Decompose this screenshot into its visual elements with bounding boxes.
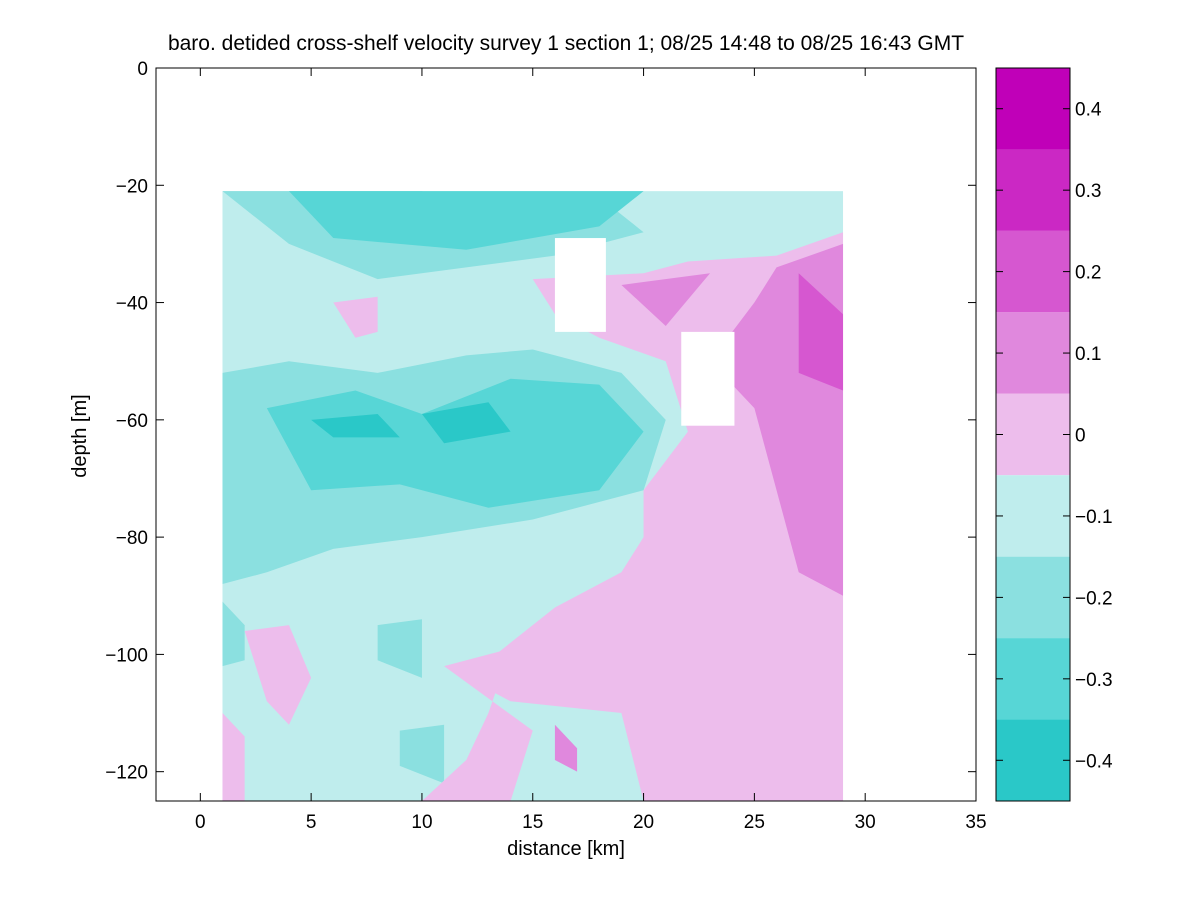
y-tick-label: −60 [116, 411, 148, 432]
masked-regions [554, 238, 735, 426]
colorbar-band [996, 393, 1070, 476]
contour-region-17 [798, 273, 844, 391]
x-tick-label: 35 [965, 812, 986, 833]
contour-region-5 [421, 402, 511, 444]
colorbar-tick-label: 0.3 [1075, 181, 1101, 202]
y-axis: 0 −20 −40 −60 −80 −100 −120 [105, 59, 976, 784]
y-axis-label: depth [m] [69, 394, 91, 477]
colorbar-band [996, 475, 1070, 557]
colorbar-tick-label: 0.2 [1075, 263, 1101, 284]
colorbar-tick-label: 0.4 [1075, 100, 1102, 121]
colorbar-band [996, 68, 1070, 150]
colorbar-band [996, 556, 1070, 639]
colorbar-band [996, 149, 1070, 231]
contour-region-7 [222, 601, 245, 667]
y-tick-label: 0 [137, 59, 148, 80]
colorbar-band [996, 312, 1070, 394]
colorbar-tick-label: 0 [1075, 426, 1086, 447]
y-tick-label: −120 [105, 763, 148, 784]
contour-region-9 [399, 724, 445, 784]
x-axis: 0 5 10 15 20 25 30 35 [195, 68, 987, 833]
x-tick-label: 0 [195, 812, 206, 833]
colorbar-band [996, 638, 1070, 720]
colorbar-tick-label: −0.3 [1075, 670, 1113, 691]
colorbar-tick-label: −0.2 [1075, 588, 1113, 609]
colorbar-band [996, 230, 1070, 313]
contour-region-6 [311, 413, 400, 438]
masked-region-1 [681, 331, 735, 426]
x-tick-label: 15 [522, 812, 543, 833]
colorbar [996, 68, 1070, 801]
y-tick-label: −20 [116, 176, 148, 197]
colorbar-tick-label: 0.1 [1075, 344, 1101, 365]
colorbar-tick-label: −0.4 [1075, 751, 1113, 772]
contour-region-2 [288, 191, 644, 250]
contour-region-13 [222, 713, 245, 801]
chart-title: baro. detided cross-shelf velocity surve… [168, 32, 964, 55]
x-tick-label: 25 [744, 812, 765, 833]
contour-region-14 [333, 296, 378, 338]
y-tick-label: −100 [105, 645, 148, 666]
contour-region-18 [554, 724, 578, 772]
y-tick-label: −40 [116, 294, 148, 315]
x-tick-label: 10 [411, 812, 432, 833]
x-tick-label: 30 [855, 812, 876, 833]
x-axis-label: distance [km] [507, 838, 625, 860]
contour-region-8 [377, 619, 422, 678]
contour-region-15 [621, 273, 711, 327]
contour-region-11 [421, 648, 533, 801]
masked-region-0 [554, 238, 606, 332]
contour-region-4 [266, 378, 644, 508]
contour-region-12 [244, 625, 312, 725]
colorbar-tick-label: −0.1 [1075, 507, 1113, 528]
x-tick-label: 5 [306, 812, 317, 833]
y-tick-label: −80 [116, 528, 148, 549]
colorbar-ticks: 0.4 0.3 0.2 0.1 0 −0.1 −0.2 −0.3 −0.4 [996, 100, 1113, 772]
plot-frame [155, 67, 977, 802]
x-tick-label: 20 [633, 812, 654, 833]
contour-field [222, 191, 844, 801]
colorbar-band [996, 719, 1070, 801]
